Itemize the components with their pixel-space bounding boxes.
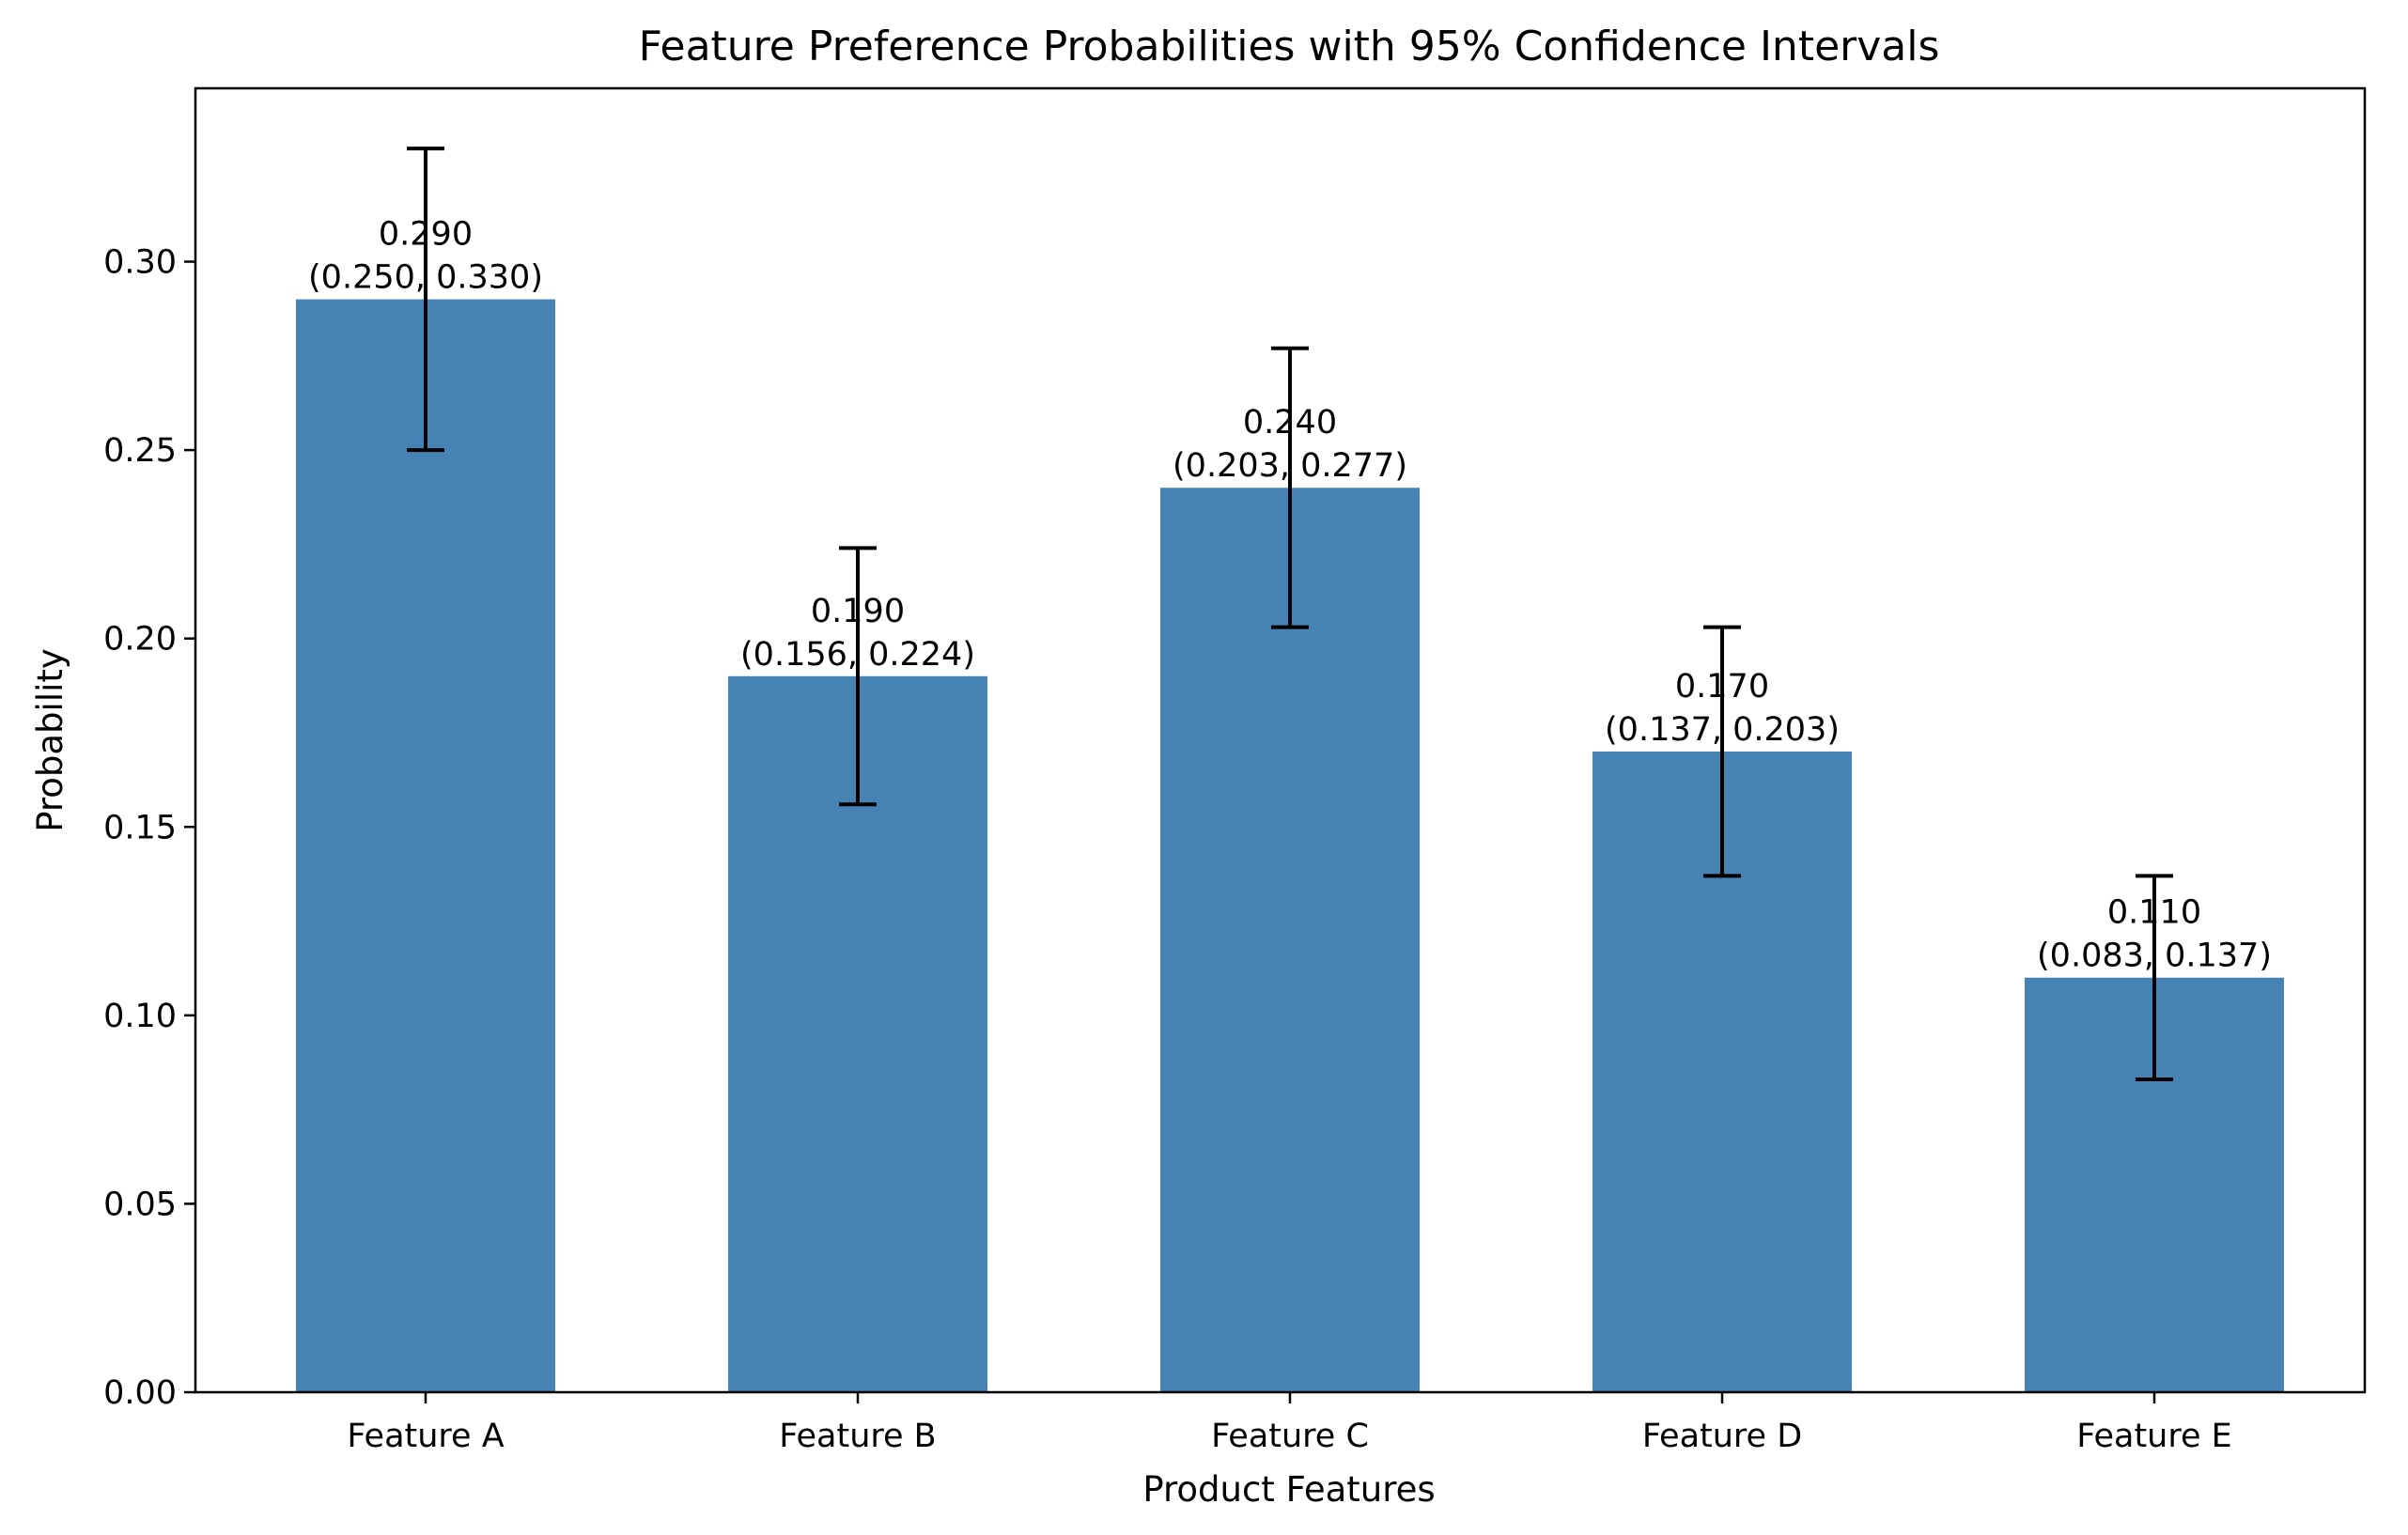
y-tick-label: 0.20	[103, 621, 177, 659]
y-tick-label: 0.10	[103, 998, 177, 1035]
x-tick-label: Feature C	[1211, 1418, 1369, 1455]
bar-interval-label: (0.137, 0.203)	[1605, 711, 1840, 749]
plot-frame	[194, 86, 2367, 1394]
x-tick-label: Feature D	[1642, 1418, 1802, 1455]
y-axis-label: Probability	[30, 648, 70, 832]
x-axis-label: Product Features	[1142, 1469, 1435, 1510]
y-tick-label: 0.30	[103, 244, 177, 282]
bar-interval-label: (0.083, 0.137)	[2037, 938, 2272, 975]
x-tick-label: Feature B	[779, 1418, 936, 1455]
y-tick-label: 0.05	[103, 1186, 177, 1223]
bar	[296, 299, 555, 1392]
x-tick-label: Feature E	[2076, 1418, 2232, 1455]
bar-interval-label: (0.156, 0.224)	[740, 636, 975, 674]
bar-interval-label: (0.250, 0.330)	[308, 259, 543, 297]
bar-value-label: 0.240	[1243, 404, 1337, 442]
chart-title: Feature Preference Probabilities with 95…	[639, 23, 1940, 70]
x-tick-label: Feature A	[347, 1418, 504, 1455]
bar	[1160, 488, 1420, 1392]
bar-value-label: 0.110	[2107, 894, 2201, 932]
bar-interval-label: (0.203, 0.277)	[1173, 447, 1407, 485]
y-tick-label: 0.15	[103, 809, 177, 846]
y-tick-label: 0.25	[103, 432, 177, 470]
plot-area: 0.00 0.05 0.10 0.15 0.20 0.25 0.30 0.290 (0.250,…	[103, 147, 2284, 1455]
bar-value-label: 0.170	[1675, 668, 1769, 705]
bar-value-label: 0.190	[811, 593, 905, 630]
y-tick-label: 0.00	[103, 1374, 177, 1412]
bar-value-label: 0.290	[379, 216, 473, 254]
